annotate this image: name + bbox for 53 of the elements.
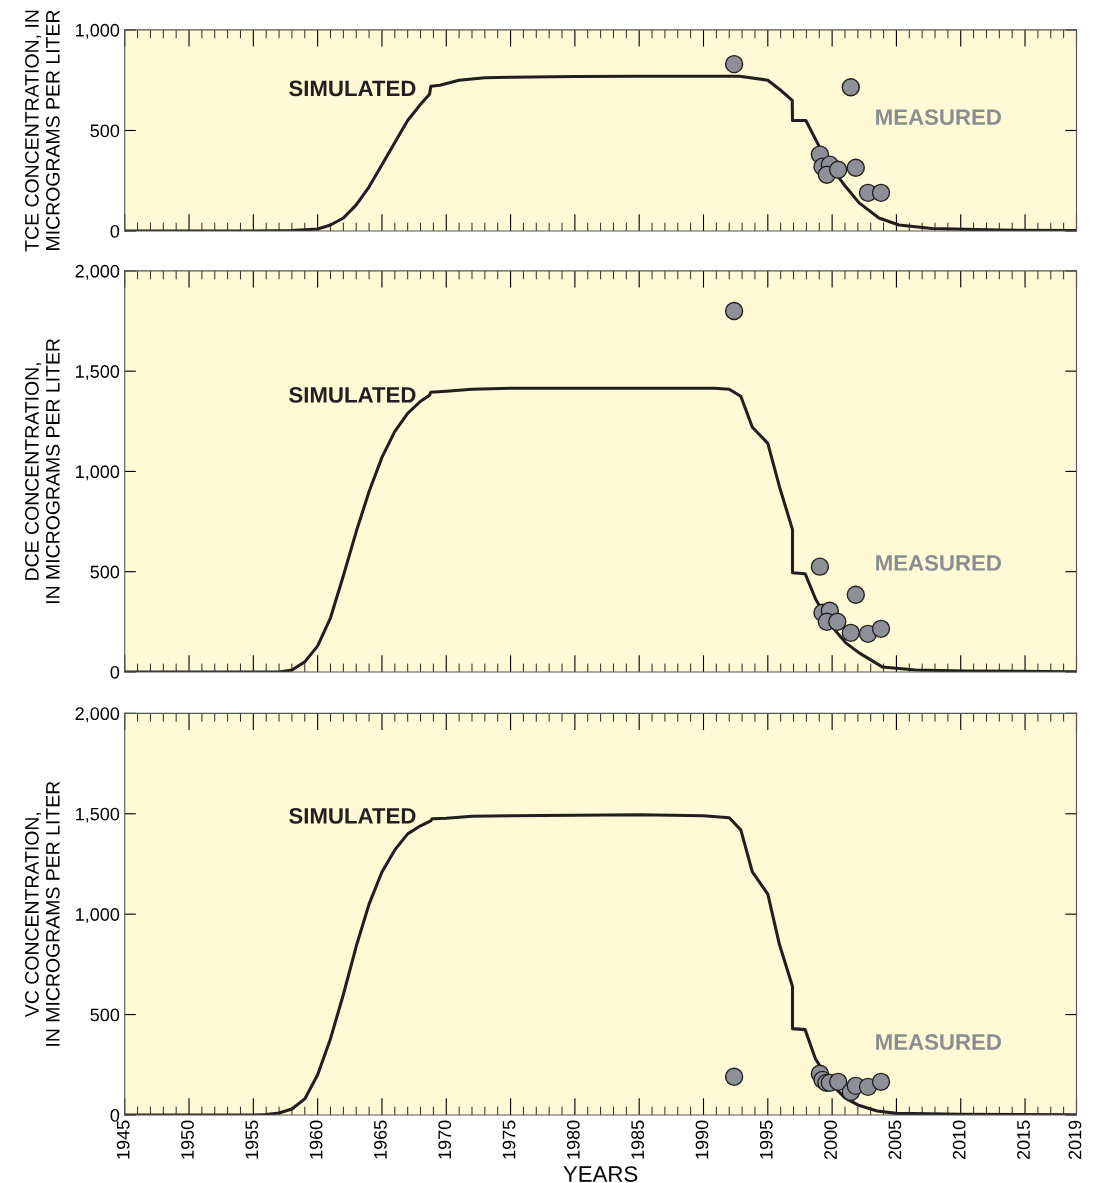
point (724, 1067, 744, 1087)
y-tick-label: 1,000 (76, 465, 120, 481)
y-tick-label: 1,000 (76, 23, 120, 39)
x-tick-label: 1995 (759, 1120, 773, 1159)
point (871, 1072, 891, 1092)
point (828, 160, 848, 179)
x-tick-label: 2005 (888, 1120, 902, 1160)
x-tick-label: 2019 (1068, 1120, 1082, 1160)
y-tick-label: 500 (90, 1008, 120, 1022)
point (810, 557, 830, 576)
y-tick-label: 0 (110, 1108, 120, 1122)
x-tick-label: 2015 (1017, 1120, 1030, 1160)
x-tick-label: 1950 (181, 1120, 194, 1159)
series-label: MEASURED (876, 109, 1001, 125)
x-tick-label: 1980 (566, 1120, 580, 1159)
x-tick-label: 1975 (502, 1120, 516, 1159)
x-axis-title: YEARS (563, 1166, 638, 1182)
y-axis-title: VC CONCENTRATION, IN MICROGRAMS PER LITER (25, 781, 60, 1046)
point (724, 301, 744, 321)
point (828, 1072, 848, 1092)
y-tick-label: 500 (90, 124, 120, 138)
y-tick-label: 2,000 (75, 707, 120, 723)
x-tick-label: 1965 (374, 1120, 387, 1159)
point (828, 612, 847, 632)
x-tick-label: 1985 (631, 1120, 645, 1159)
point (841, 623, 860, 643)
x-tick-label: 1945 (116, 1120, 130, 1159)
point (871, 183, 891, 203)
y-tick-label: 2,000 (75, 264, 120, 280)
x-tick-label: 1955 (245, 1120, 259, 1159)
x-tick-label: 1960 (309, 1120, 323, 1159)
y-tick-label: 1,000 (76, 908, 120, 924)
x-tick-label: 2000 (824, 1120, 837, 1160)
y-tick-label: 1,500 (76, 807, 120, 823)
y-tick-label: 500 (90, 565, 120, 579)
series-label: MEASURED (876, 555, 1001, 571)
x-tick-label: 1990 (695, 1120, 709, 1159)
x-tick-label: 1970 (438, 1120, 452, 1159)
y-axis-title: DCE CONCENTRATION, IN MICROGRAMS PER LITER (25, 338, 60, 604)
x-tick-label: 2010 (952, 1120, 966, 1160)
point (871, 619, 891, 639)
point (724, 54, 744, 74)
y-tick-label: 1,500 (76, 365, 120, 381)
point (846, 158, 865, 177)
point (841, 78, 860, 97)
point (846, 585, 865, 604)
series-label: SIMULATED (289, 80, 416, 97)
series-label: SIMULATED (289, 387, 416, 403)
y-tick-label: 0 (110, 665, 120, 679)
y-tick-label: 0 (110, 224, 120, 238)
series-label: MEASURED (876, 1034, 1001, 1050)
series-label: SIMULATED (289, 808, 416, 824)
y-axis-title: TCE CONCENTRATION, IN MICROGRAMS PER LITER (25, 10, 60, 252)
